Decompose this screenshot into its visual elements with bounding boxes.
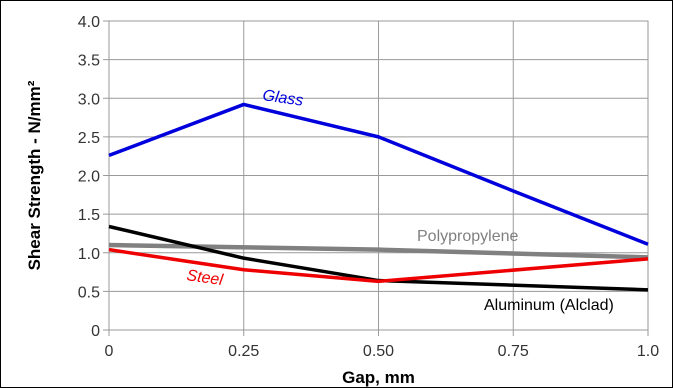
series-label-polypropylene: Polypropylene	[417, 228, 519, 245]
y-tick-label: 1.5	[78, 207, 100, 224]
series-line-glass	[108, 102, 649, 246]
y-axis-ticks: 0 0.5 1.0 1.5 2.0 2.5 3.0 3.5 4.0	[78, 14, 100, 340]
y-tick-label: 0	[91, 323, 100, 340]
y-tick-label: 1.0	[78, 246, 100, 263]
series-label-steel: Steel	[185, 267, 224, 289]
y-tick-label: 3.0	[78, 91, 100, 108]
series-label-aluminum: Aluminum (Alclad)	[484, 297, 614, 314]
plot-area	[108, 20, 649, 331]
x-axis-ticks: 0 0.25 0.50 0.75 1.0	[105, 343, 660, 360]
y-tick-label: 3.5	[78, 53, 100, 70]
x-tick-label: 1.0	[637, 343, 659, 360]
series-lines	[108, 102, 649, 292]
y-tick-label: 2.5	[78, 130, 100, 147]
series-label-glass: Glass	[261, 87, 304, 110]
y-axis-label: Shear Strength - N/mm²	[25, 80, 44, 270]
x-tick-label: 0	[105, 343, 114, 360]
series-line-aluminum	[108, 224, 649, 292]
x-axis-label: Gap, mm	[342, 368, 415, 387]
y-tick-label: 2.0	[78, 169, 100, 186]
y-tick-label: 4.0	[78, 14, 100, 31]
x-tick-label: 0.50	[363, 343, 394, 360]
x-tick-label: 0.25	[228, 343, 259, 360]
series-line-steel	[108, 247, 649, 284]
x-tick-label: 0.75	[498, 343, 529, 360]
y-tick-label: 0.5	[78, 284, 100, 301]
